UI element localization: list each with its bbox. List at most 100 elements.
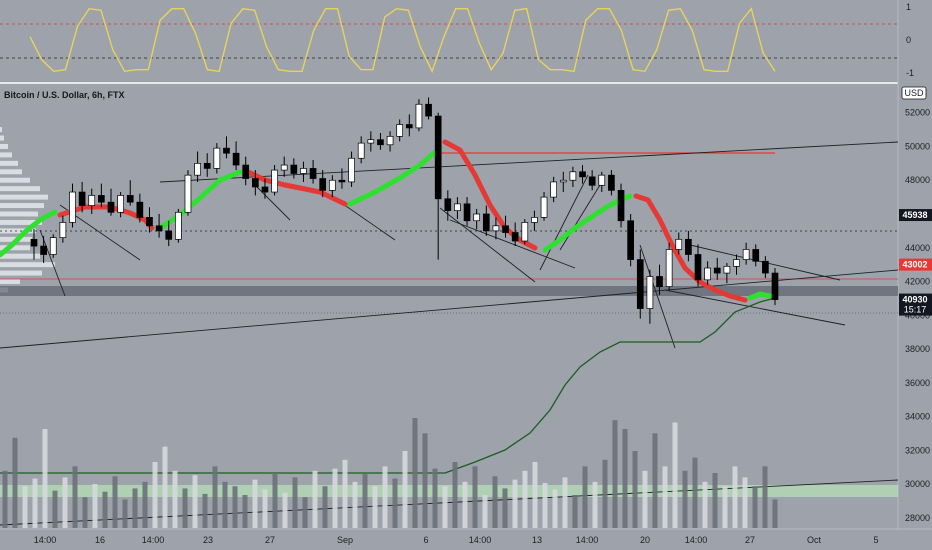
candle xyxy=(559,171,567,193)
candle-body-up xyxy=(184,174,192,213)
volume-bar xyxy=(132,488,138,528)
candle xyxy=(338,168,346,189)
volume-bar xyxy=(202,493,208,528)
candle xyxy=(685,230,692,262)
candle xyxy=(492,217,500,240)
candle-body-up xyxy=(598,174,606,186)
candle-body-up xyxy=(569,171,577,181)
volume-bar xyxy=(492,476,498,528)
candle xyxy=(617,183,625,228)
time-tick-label: 14:00 xyxy=(34,535,57,545)
volume-profile-row xyxy=(0,177,30,183)
candle-body-down xyxy=(261,186,269,193)
volume-bar xyxy=(532,462,538,528)
volume-profile-row xyxy=(0,160,18,166)
volume-bar xyxy=(152,462,158,528)
volume-bar xyxy=(172,470,178,528)
candle xyxy=(588,170,596,191)
volume-bar xyxy=(272,473,278,528)
volume-bar xyxy=(502,488,508,528)
candle-body-up xyxy=(675,238,683,250)
volume-bar xyxy=(392,478,398,528)
volume-bar xyxy=(192,475,198,528)
volume-bars xyxy=(2,418,778,528)
volume-bar xyxy=(522,470,528,528)
symbol-title[interactable]: Bitcoin / U.S. Dollar, 6h, FTX xyxy=(4,90,125,100)
volume-bar xyxy=(422,433,428,528)
time-axis[interactable]: 14:00 16 14:00 23 27 Sep 6 14:00 13 14:00 20 14:00 2… xyxy=(34,535,879,545)
candle-body-down xyxy=(165,230,173,240)
volume-profile-row xyxy=(0,203,44,209)
volume-bar xyxy=(262,489,268,528)
candle-body-down xyxy=(762,260,769,274)
candle-body-down xyxy=(617,190,625,222)
candle xyxy=(636,249,644,319)
volume-bar xyxy=(102,491,108,528)
candle xyxy=(309,159,317,184)
candle xyxy=(40,235,47,263)
volume-bar xyxy=(662,466,668,528)
candle-body-up xyxy=(367,139,375,144)
cumulative-line xyxy=(444,297,776,474)
volume-bar xyxy=(632,451,638,528)
volume-bar xyxy=(342,459,348,528)
volume-profile-row xyxy=(0,152,12,158)
candle-body-down xyxy=(223,147,230,154)
volume-bar xyxy=(572,495,578,528)
time-tick-label: 16 xyxy=(95,535,105,545)
candle xyxy=(521,219,529,245)
supertrend-down-4 xyxy=(633,193,748,303)
volume-bar xyxy=(442,486,448,528)
oscillator-pane[interactable] xyxy=(0,0,898,82)
volume-bar xyxy=(362,474,368,528)
candle xyxy=(213,143,221,174)
time-tick-label: 14:00 xyxy=(576,535,599,545)
time-tick-label: 5 xyxy=(873,535,878,545)
price-tick-label: 48000 xyxy=(905,175,930,185)
candle-body-down xyxy=(771,272,779,300)
currency-badge[interactable] xyxy=(901,86,927,100)
candle-body-down xyxy=(98,195,105,203)
price-pane[interactable] xyxy=(0,84,898,528)
time-tick-label: 6 xyxy=(423,535,428,545)
candle-body-down xyxy=(290,164,298,174)
volume-bar xyxy=(212,466,218,528)
volume-bar xyxy=(712,473,718,528)
volume-bar xyxy=(512,479,518,528)
volume-bar xyxy=(482,495,488,528)
volume-bar xyxy=(62,477,68,528)
time-tick-label: Sep xyxy=(337,535,353,545)
volume-bar xyxy=(292,477,298,528)
candles xyxy=(30,97,779,324)
candle xyxy=(704,261,711,285)
candle-body-down xyxy=(405,124,413,129)
candle-body-down xyxy=(463,203,471,222)
volume-bar xyxy=(742,477,748,528)
candle xyxy=(425,97,432,120)
candle xyxy=(107,188,115,216)
volume-profile-row xyxy=(0,245,30,251)
volume-bar xyxy=(242,495,248,528)
volume-bar xyxy=(562,477,568,528)
candle-body-down xyxy=(752,249,760,262)
oscillator-tick-label: -1 xyxy=(906,68,914,78)
volume-bar xyxy=(122,499,128,528)
volume-bar xyxy=(622,429,628,528)
volume-bar xyxy=(142,481,148,528)
candle-body-up xyxy=(540,196,548,218)
price-tag-box xyxy=(899,293,932,316)
candle-body-up xyxy=(742,249,750,260)
volume-bar xyxy=(302,497,308,528)
candle xyxy=(59,215,67,243)
candle xyxy=(203,153,211,177)
candle xyxy=(49,234,57,258)
volume-bar xyxy=(72,466,78,528)
candle-body-down xyxy=(685,238,692,255)
candle-body-down xyxy=(434,115,442,200)
candle-body-up xyxy=(531,217,538,223)
candle xyxy=(415,99,423,132)
volume-bar xyxy=(542,482,548,528)
candle xyxy=(694,244,702,287)
volume-bar xyxy=(222,481,228,528)
